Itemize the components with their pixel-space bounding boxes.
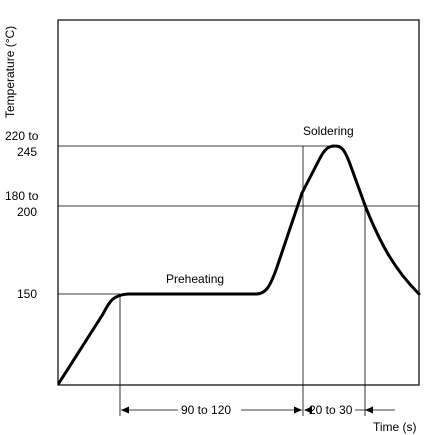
y-tick-label-200-line2: 200 [17, 205, 37, 219]
preheating-label: Preheating [166, 272, 224, 286]
soldering-label: Soldering [303, 124, 354, 138]
interval-solder-arrow-left [304, 406, 312, 414]
y-tick-label-150: 150 [17, 287, 37, 301]
y-tick-label-245: 220 to 245 [5, 129, 39, 159]
plot-frame [57, 19, 420, 386]
y-tick-label-200-line1: 180 to [5, 189, 39, 203]
interval-solder-dimension: 20 to 30 [304, 403, 395, 417]
y-axis-label: Temperature (°C) [3, 26, 17, 118]
interval-preheat-dimension: 90 to 120 [121, 403, 302, 417]
interval-solder-label: 20 to 30 [309, 403, 353, 417]
y-tick-label-245-line2: 245 [17, 145, 37, 159]
interval-preheat-label: 90 to 120 [181, 403, 231, 417]
temperature-curve [57, 144, 421, 385]
interval-preheat-arrow-left [121, 406, 129, 414]
y-tick-label-200: 180 to 200 [5, 189, 39, 219]
y-tick-label-245-line1: 220 to [5, 129, 39, 143]
x-axis-label: Time (s) [373, 420, 417, 434]
interval-solder-arrow-right [365, 406, 373, 414]
interval-preheat-arrow-right [294, 406, 302, 414]
